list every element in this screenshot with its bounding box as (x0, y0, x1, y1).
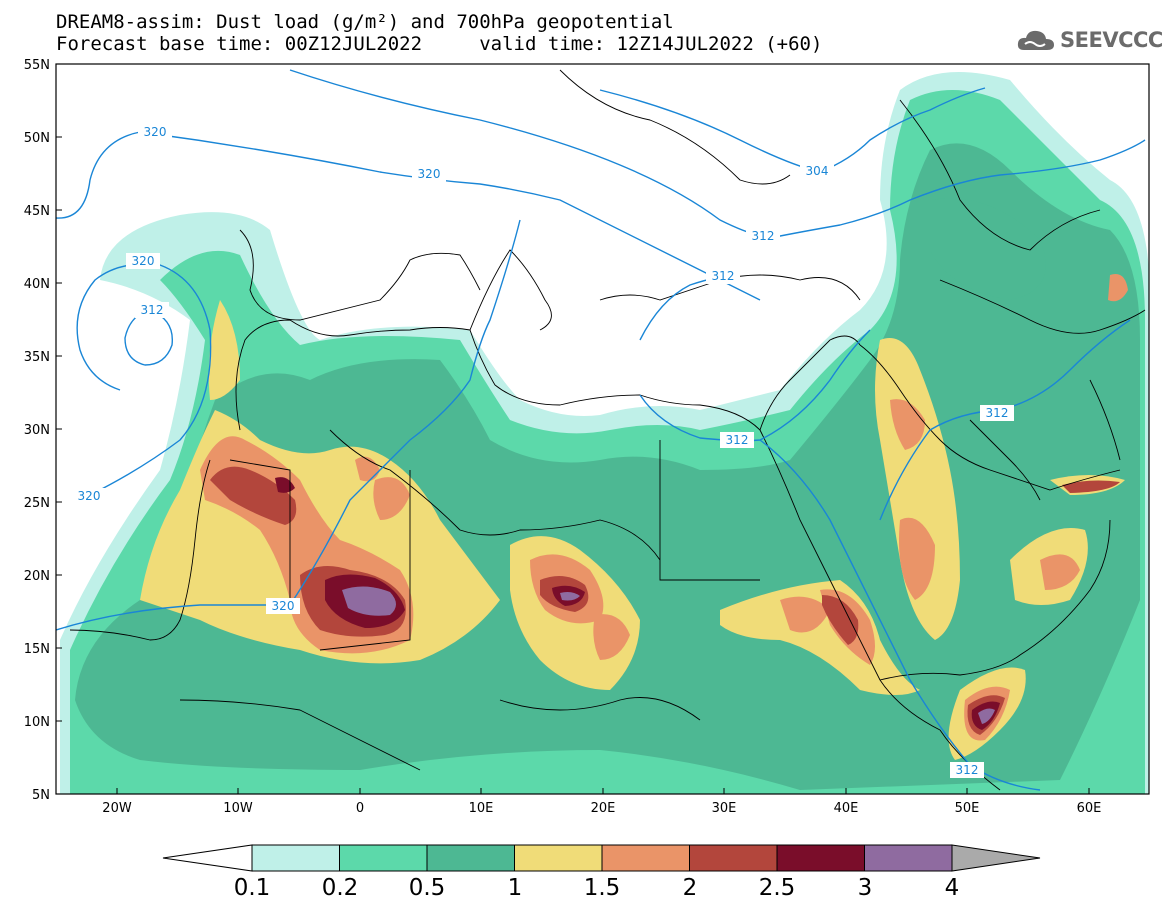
colorbar-tick-label: 3 (858, 875, 873, 901)
colorbar-box (251, 844, 340, 872)
lat-label: 40N (24, 277, 50, 292)
lat-label: 5N (32, 788, 50, 803)
map-title: DREAM8-assim: Dust load (g/m²) and 700hP… (56, 11, 674, 33)
lat-label: 20N (24, 569, 50, 584)
colorbar-tick-label: 1 (508, 875, 523, 901)
contour-label: 320 (144, 125, 167, 139)
colorbar-tick-label: 0.1 (234, 875, 271, 901)
logo-text: SEEVCCC (1060, 28, 1163, 52)
lon-label: 0 (356, 801, 364, 816)
lat-label: 50N (24, 131, 50, 146)
contour-label: 304 (806, 164, 829, 178)
contour-label: 312 (712, 269, 735, 283)
colorbar-low-triangle (162, 844, 253, 872)
lon-label: 10W (223, 801, 253, 816)
lon-label: 50E (955, 801, 980, 816)
lat-label: 35N (24, 350, 50, 365)
colorbar-tick-label: 4 (945, 875, 960, 901)
colorbar-box (601, 844, 690, 872)
contour-label: 320 (418, 167, 441, 181)
lat-label: 10N (24, 715, 50, 730)
colorbar-tick-label: 0.2 (322, 875, 359, 901)
colorbar: 0.1 0.2 0.5 1 1.5 2 2.5 3 4 (162, 844, 1041, 901)
colorbar-tick-label: 2 (683, 875, 698, 901)
contour-label: 312 (986, 406, 1009, 420)
latitude-labels: 55N 50N 45N 40N 35N 30N 25N 20N 15N 10N … (24, 58, 50, 803)
colorbar-tick-label: 2.5 (759, 875, 796, 901)
lon-label: 60E (1077, 801, 1102, 816)
lat-label: 55N (24, 58, 50, 73)
map-subtitle-times: Forecast base time: 00Z12JUL2022 valid t… (56, 33, 823, 55)
contour-label: 312 (752, 229, 775, 243)
contour-label: 312 (726, 433, 749, 447)
colorbar-box (426, 844, 515, 872)
colorbar-tick-label: 0.5 (409, 875, 446, 901)
lon-label: 20W (102, 801, 132, 816)
longitude-labels: 20W 10W 0 10E 20E 30E 40E 50E 60E (102, 801, 1101, 816)
colorbar-box (339, 844, 428, 872)
lat-label: 25N (24, 496, 50, 511)
colorbar-box (514, 844, 603, 872)
lon-label: 40E (834, 801, 859, 816)
colorbar-box (689, 844, 778, 872)
dust-field (56, 64, 1149, 794)
colorbar-high-triangle (951, 844, 1041, 872)
contour-label: 320 (78, 489, 101, 503)
cloud-icon (1017, 30, 1054, 50)
colorbar-tick-label: 1.5 (584, 875, 621, 901)
contour-label: 320 (132, 254, 155, 268)
contour-labels: 320 320 320 312 320 304 312 312 312 312 … (72, 124, 1014, 778)
lon-label: 20E (591, 801, 616, 816)
contour-label: 312 (956, 763, 979, 777)
colorbar-box (864, 844, 953, 872)
contour-label: 312 (141, 303, 164, 317)
lat-label: 30N (24, 423, 50, 438)
colorbar-box (776, 844, 865, 872)
seevccc-logo: SEEVCCC (1016, 24, 1163, 56)
lat-label: 15N (24, 642, 50, 657)
lon-label: 30E (712, 801, 737, 816)
lon-label: 10E (469, 801, 494, 816)
contour-label: 320 (272, 599, 295, 613)
lat-label: 45N (24, 204, 50, 219)
